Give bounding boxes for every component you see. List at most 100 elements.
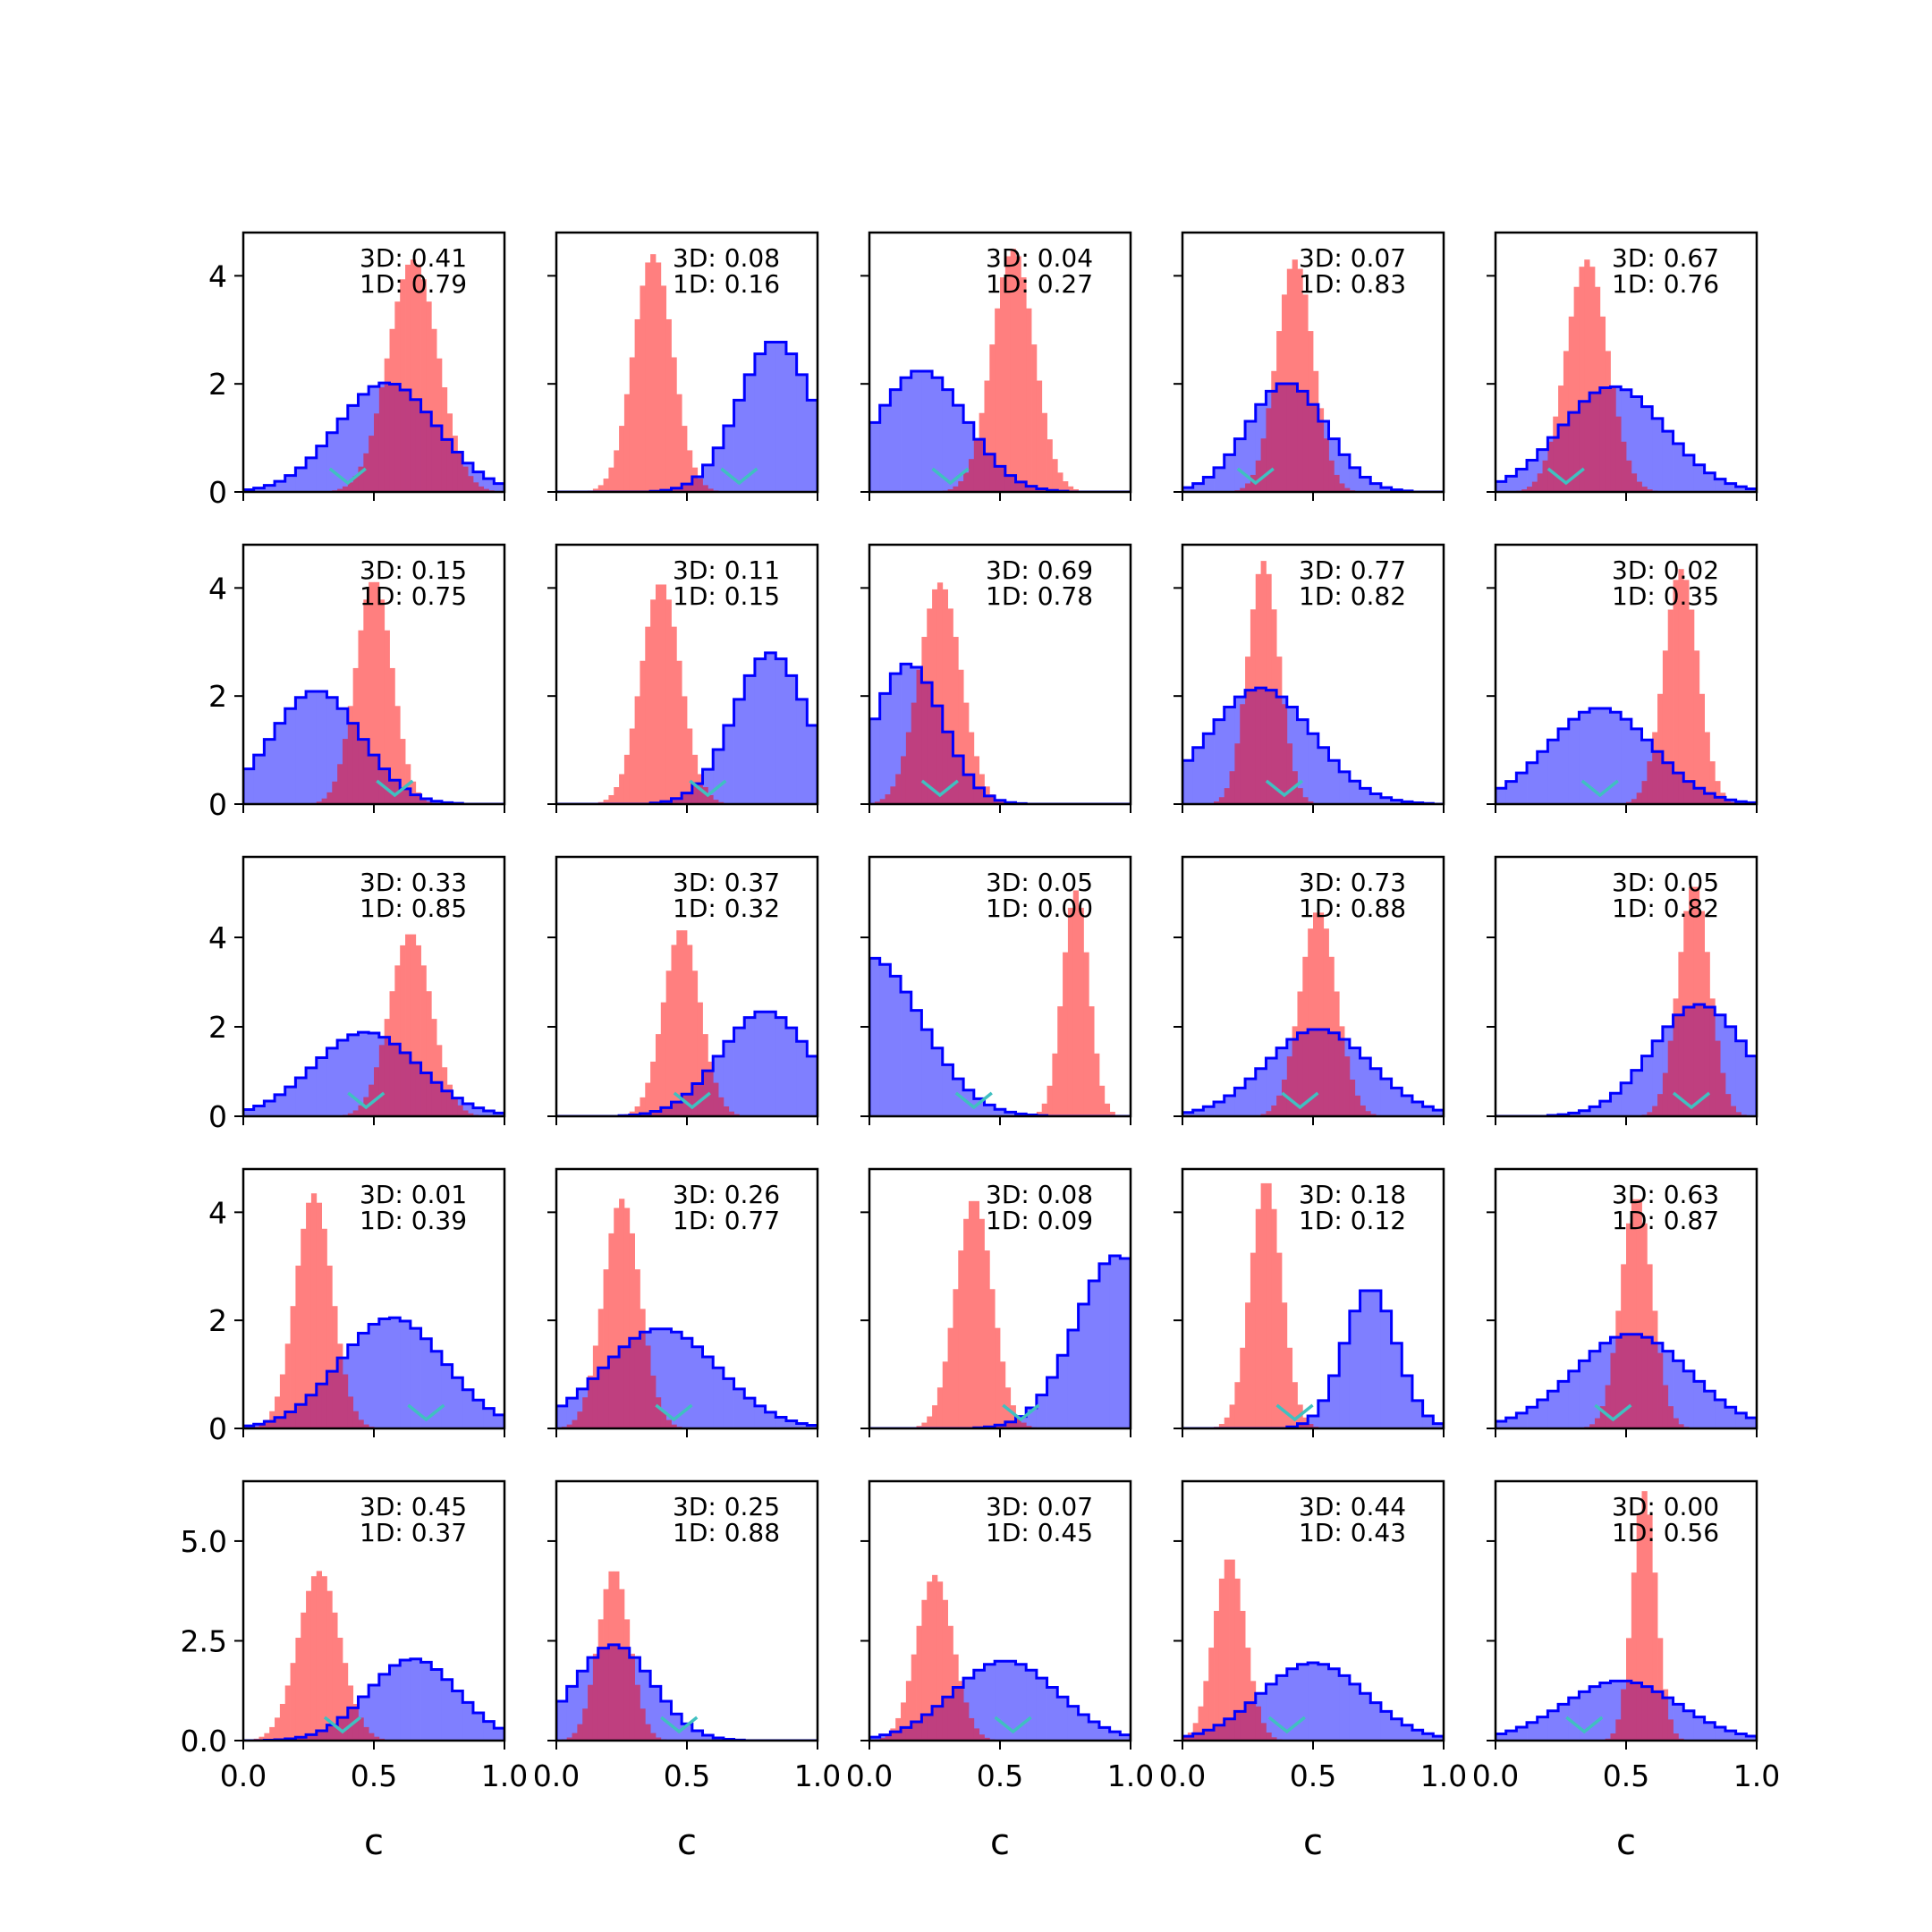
- red-bar: [1308, 331, 1314, 405]
- blue-bar: [1120, 1258, 1131, 1428]
- annotation-3d: 3D: 0.25: [673, 1492, 780, 1521]
- x-tick-label: 0.0: [533, 1758, 580, 1793]
- red-bar: [384, 630, 390, 769]
- blue-bar: [472, 1107, 485, 1116]
- overlap-bar: [582, 1708, 589, 1741]
- overlap-bar: [1214, 1724, 1220, 1741]
- red-bar: [1292, 1026, 1298, 1039]
- overlap-bar: [629, 1657, 635, 1741]
- x-axis-label: c: [677, 1822, 697, 1863]
- overlap-bar: [682, 792, 688, 804]
- blue-bar: [796, 699, 808, 804]
- blue-bar: [483, 1721, 495, 1741]
- blue-bar: [1360, 788, 1371, 804]
- red-bar: [420, 279, 427, 412]
- blue-step-outline: [1496, 1679, 1757, 1741]
- red-bar: [1286, 268, 1293, 385]
- red-bar: [953, 637, 959, 757]
- blue-bar: [1214, 719, 1225, 804]
- overlap-bar: [901, 756, 907, 804]
- blue-bar: [775, 1017, 787, 1116]
- overlap-bar: [1000, 1425, 1006, 1428]
- marker-chevron: [655, 1403, 693, 1422]
- red-bar: [1297, 268, 1303, 392]
- blue-bar: [723, 1041, 734, 1116]
- red-bar: [640, 1309, 646, 1333]
- blue-bar: [901, 992, 912, 1116]
- overlap-bar: [927, 682, 933, 804]
- blue-step-outline: [243, 381, 504, 492]
- overlap-bar: [1308, 404, 1314, 492]
- overlap-bar: [968, 775, 975, 804]
- blue-bar: [1516, 469, 1528, 492]
- blue-bar: [1610, 712, 1622, 804]
- red-bar: [655, 262, 662, 492]
- overlap-bar: [1657, 1691, 1664, 1741]
- blue-bar: [1214, 467, 1225, 492]
- blue-bar: [733, 400, 745, 492]
- blue-step-outline: [1182, 1289, 1444, 1428]
- overlap-bar: [426, 1072, 432, 1116]
- overlap-bar: [1187, 1736, 1194, 1741]
- red-bar: [1218, 1578, 1225, 1725]
- red-bar: [1683, 580, 1690, 782]
- overlap-bar: [1271, 1105, 1277, 1116]
- overlap-bar: [1667, 1040, 1674, 1116]
- blue-bar: [1004, 1112, 1016, 1116]
- overlap-bar: [1318, 421, 1325, 492]
- overlap-bar: [1255, 1706, 1261, 1741]
- overlap-bar: [936, 706, 944, 804]
- overlap-bar: [420, 799, 427, 804]
- overlap-bar: [1218, 1724, 1225, 1741]
- blue-bar: [901, 377, 912, 492]
- overlap-bar: [446, 439, 453, 492]
- red-bar: [321, 1228, 327, 1385]
- red-bar: [1245, 657, 1251, 691]
- overlap-bar: [1260, 438, 1267, 492]
- blue-bar: [1715, 1399, 1726, 1428]
- blue-bar: [879, 693, 891, 804]
- overlap-bar: [1286, 384, 1293, 492]
- blue-bar: [953, 405, 964, 492]
- overlap-bar: [1302, 1423, 1309, 1428]
- overlap-bar: [592, 1378, 599, 1428]
- overlap-bar: [310, 1394, 318, 1428]
- red-bar: [682, 930, 688, 1095]
- red-bar: [1026, 308, 1032, 487]
- blue-bar: [275, 1094, 286, 1116]
- overlap-bar: [1339, 1038, 1345, 1116]
- annotation-1d: 1D: 0.88: [1299, 894, 1406, 923]
- red-bar: [1255, 573, 1261, 689]
- blue-bar: [483, 479, 495, 492]
- blue-step-outline: [1182, 686, 1444, 804]
- overlap-bar: [1573, 412, 1580, 492]
- overlap-bar: [645, 1113, 651, 1116]
- overlap-bar: [1610, 1352, 1616, 1428]
- overlap-bar: [1641, 1686, 1648, 1741]
- overlap-bar: [1229, 771, 1235, 804]
- y-tick-label: 2: [208, 1010, 227, 1045]
- blue-bar: [1286, 1668, 1298, 1741]
- red-bar: [1631, 1199, 1638, 1335]
- overlap-bar: [1704, 1007, 1710, 1116]
- x-axis-label: c: [1616, 1822, 1636, 1863]
- blue-bar: [785, 353, 798, 492]
- red-bar: [1057, 472, 1063, 492]
- overlap-bar: [347, 1396, 354, 1428]
- blue-bar: [754, 1405, 766, 1428]
- blue-bar: [765, 1411, 776, 1428]
- red-bar: [619, 1589, 625, 1648]
- overlap-bar: [984, 453, 990, 492]
- red-bar: [316, 1202, 322, 1385]
- red-bar: [927, 1416, 933, 1428]
- y-tick-label: 2: [208, 1303, 227, 1338]
- blue-bar: [1224, 454, 1235, 492]
- overlap-bar: [342, 486, 349, 492]
- overlap-bar: [968, 459, 975, 492]
- overlap-bar: [457, 1105, 463, 1116]
- blue-bar: [1109, 1732, 1121, 1741]
- overlap-bar: [623, 1648, 631, 1741]
- annotation-1d: 1D: 0.87: [1612, 1206, 1719, 1235]
